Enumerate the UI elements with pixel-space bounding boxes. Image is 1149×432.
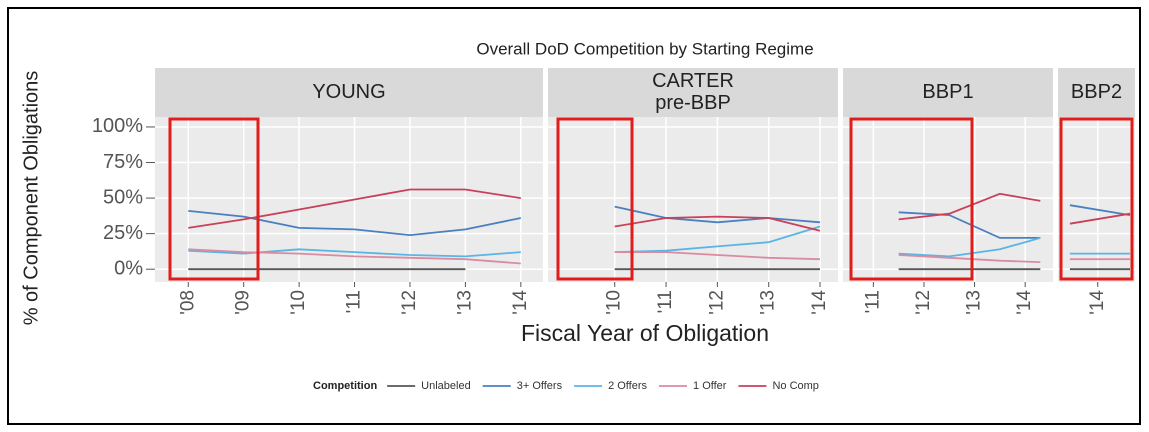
legend-label: 2 Offers xyxy=(608,380,647,392)
facet-label: CARTER xyxy=(652,70,734,92)
facet-label: BBP2 xyxy=(1071,81,1122,103)
legend-label: Unlabeled xyxy=(421,380,471,392)
x-axis-title: Fiscal Year of Obligation xyxy=(521,320,769,346)
series-line xyxy=(898,211,1041,239)
series-line xyxy=(1069,212,1131,225)
strip xyxy=(843,68,1053,117)
highlight-box xyxy=(556,117,634,281)
series-line xyxy=(898,237,1041,258)
strip xyxy=(155,68,543,117)
series-line xyxy=(188,210,521,237)
x-tick-label: '09 xyxy=(233,290,254,315)
x-tick-label: '13 xyxy=(454,290,475,315)
y-tick-label: 0% xyxy=(114,257,143,279)
y-axis-title: % of Component Obligations xyxy=(20,71,42,326)
x-tick-label: '14 xyxy=(1087,290,1108,315)
y-tick-label: 75% xyxy=(103,151,143,173)
x-tick-label: '13 xyxy=(964,290,985,315)
x-tick-label: '10 xyxy=(604,290,625,315)
x-tick-label: '14 xyxy=(809,290,830,315)
series-line xyxy=(188,188,521,229)
x-tick-label: '12 xyxy=(706,290,727,315)
series-line xyxy=(188,248,521,265)
panel xyxy=(1058,117,1135,282)
legend-label: No Comp xyxy=(772,380,818,392)
series-line xyxy=(898,192,1041,221)
series-line xyxy=(614,251,821,261)
panel xyxy=(548,117,838,282)
panel xyxy=(155,117,543,282)
y-tick-label: 100% xyxy=(92,115,143,137)
y-tick-label: 50% xyxy=(103,186,143,208)
x-tick-label: '14 xyxy=(510,290,531,315)
x-tick-label: '11 xyxy=(862,290,883,313)
chart-title: Overall DoD Competition by Starting Regi… xyxy=(476,39,813,58)
series-line xyxy=(188,248,521,258)
series-line xyxy=(1069,204,1131,216)
legend-label: 1 Offer xyxy=(693,380,727,392)
panel xyxy=(843,117,1053,282)
x-tick-label: '12 xyxy=(399,290,420,315)
x-tick-label: '14 xyxy=(1014,290,1035,315)
facet-label: YOUNG xyxy=(312,81,385,103)
x-tick-label: '11 xyxy=(655,290,676,313)
strip xyxy=(1058,68,1135,117)
x-tick-label: '11 xyxy=(344,290,365,313)
legend: Competition Unlabeled 3+ Offers 2 Offers 1 O… xyxy=(313,380,819,392)
legend-title: Competition xyxy=(313,380,377,392)
facet-label: BBP1 xyxy=(922,81,973,103)
highlight-box xyxy=(168,117,260,281)
series-line xyxy=(614,205,821,224)
strip xyxy=(548,68,838,117)
legend-label: 3+ Offers xyxy=(517,380,563,392)
highlight-box xyxy=(849,117,974,281)
series-line xyxy=(614,225,821,253)
y-tick-label: 25% xyxy=(103,222,143,244)
x-tick-label: '12 xyxy=(913,290,934,315)
series-line xyxy=(614,215,821,232)
x-tick-label: '10 xyxy=(288,290,309,315)
series-line xyxy=(898,254,1041,263)
highlight-box xyxy=(1059,117,1134,281)
x-tick-label: '13 xyxy=(758,290,779,315)
x-tick-label: '08 xyxy=(177,290,198,315)
facet-label: pre-BBP xyxy=(655,92,731,114)
